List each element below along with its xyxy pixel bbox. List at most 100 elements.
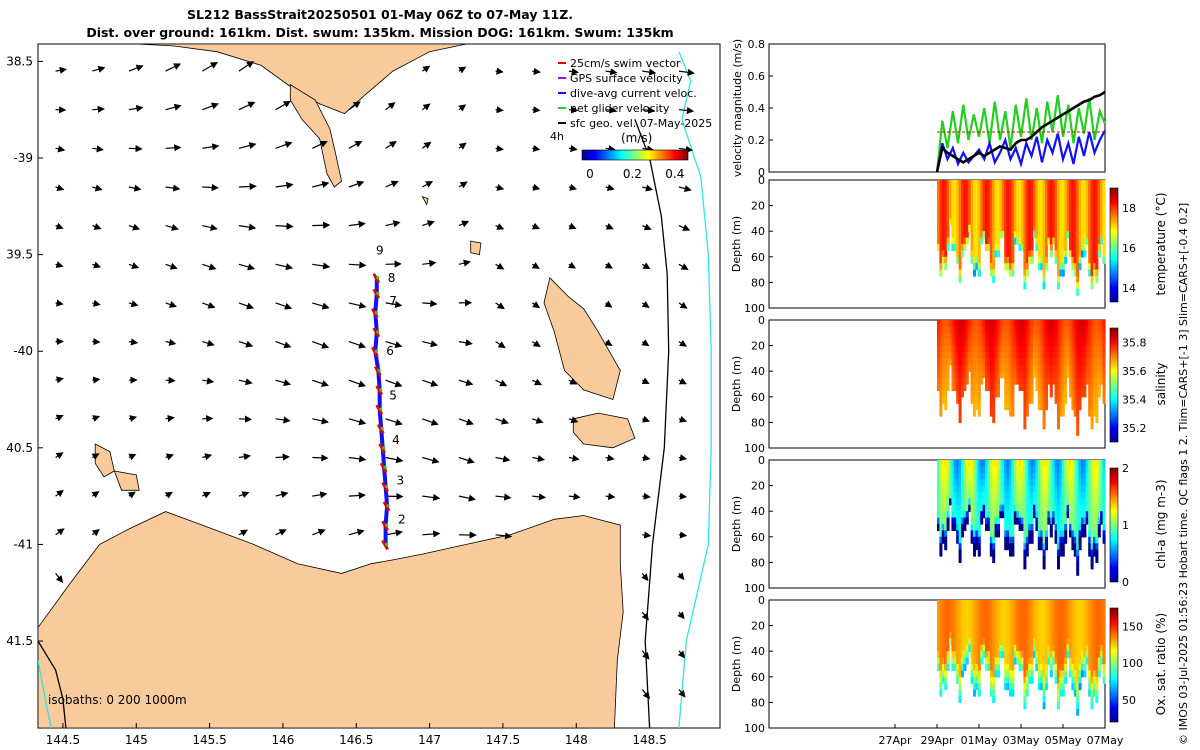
chla-section-cell xyxy=(1004,536,1008,544)
temperature-section-cell xyxy=(1047,218,1051,226)
geo-velocity-arrow xyxy=(678,68,695,76)
chla-section-cell xyxy=(1045,485,1048,493)
chla-section-cell xyxy=(977,485,981,493)
salinity-section-cell xyxy=(1069,384,1072,391)
salinity-section-cell xyxy=(1071,371,1075,379)
temperature-section-cell xyxy=(1011,231,1015,239)
salinity-section-cell xyxy=(1059,358,1063,366)
salinity-section-cell xyxy=(1085,358,1089,366)
salinity-section-cell xyxy=(1001,320,1005,327)
chla-section-cell xyxy=(1078,479,1082,487)
oxygen-section-cell xyxy=(1035,644,1039,652)
temperature-section-cell xyxy=(1083,250,1087,258)
salinity-section-cell xyxy=(956,352,960,359)
temperature-section-cell xyxy=(1097,218,1101,226)
chla-section-cell xyxy=(944,492,948,499)
salinity-section-cell xyxy=(997,377,1000,385)
oxygen-section-cell xyxy=(1040,600,1044,607)
temperature-section-cell xyxy=(953,237,957,245)
oxygen-section-cell xyxy=(1004,625,1008,633)
chla-section-cell xyxy=(1018,492,1022,499)
temperature-section-cell xyxy=(982,231,986,239)
salinity-section-cell xyxy=(992,396,996,404)
oxygen-section-cell xyxy=(944,638,948,646)
chla-section-cell xyxy=(1071,524,1075,531)
temperature-section-cell xyxy=(941,250,945,258)
temperature-section-cell xyxy=(1009,218,1012,226)
salinity-section-cell xyxy=(1001,352,1005,359)
oxygen-section-cell xyxy=(1009,689,1012,697)
chla-section-cell xyxy=(1023,498,1027,506)
oxygen-section-cell xyxy=(1095,670,1099,678)
temperature-section-cell xyxy=(1035,212,1039,219)
salinity-section-cell xyxy=(1004,339,1008,347)
oxygen-section-cell xyxy=(1023,638,1027,646)
temperature-section-cell xyxy=(961,186,964,194)
chla-section-cell xyxy=(1021,466,1024,474)
oxygen-section-cell xyxy=(1009,612,1012,620)
chla-section-cell xyxy=(1028,536,1032,544)
temperature-section-cell xyxy=(1042,212,1046,219)
temperature-section-cell xyxy=(1045,250,1048,258)
temperature-section-cell xyxy=(1088,199,1092,207)
oxygen-section-cell xyxy=(965,632,969,639)
oxygen-section-cell xyxy=(1037,600,1041,607)
temperature-section-cell xyxy=(1061,269,1065,277)
temperature-section-cell xyxy=(992,269,996,277)
chla-section-cell xyxy=(961,479,964,487)
temperature-section-cell xyxy=(1054,237,1058,245)
geo-velocity-arrow xyxy=(128,145,143,153)
chla-section-cell xyxy=(1071,485,1075,493)
temperature-section-cell xyxy=(992,205,996,213)
salinity-section-cell xyxy=(1100,358,1104,366)
chla-section-cell xyxy=(1033,511,1036,519)
chla-section-cell xyxy=(1093,492,1096,499)
chla-section-cell xyxy=(968,485,972,493)
temperature-section-cell xyxy=(1102,212,1106,219)
oxygen-section-cell xyxy=(975,638,979,646)
chla-section-cell xyxy=(941,472,945,480)
temperature-section-cell xyxy=(1004,218,1008,226)
chla-section-cell xyxy=(965,498,969,506)
oxygen-section-cell xyxy=(973,683,976,691)
salinity-section-cell xyxy=(1095,364,1099,372)
salinity-section-cell xyxy=(1016,326,1020,334)
chla-section-cell xyxy=(1042,504,1046,512)
chla-section-cell xyxy=(1090,543,1094,551)
temperature-section-cell xyxy=(1061,205,1065,213)
salinity-section-cell xyxy=(992,377,996,385)
salinity-section-cell xyxy=(975,396,979,404)
salinity-section-cell xyxy=(941,390,945,398)
oxygen-section-cell xyxy=(958,651,962,659)
chla-section-cell xyxy=(1064,466,1068,474)
salinity-section-cell xyxy=(1033,326,1036,334)
chla-section-cell xyxy=(1061,466,1065,474)
temperature-section-cell xyxy=(958,237,962,245)
oxygen-section-cell xyxy=(1073,625,1077,633)
temperature-section-cell xyxy=(1011,237,1015,245)
temperature-section-cell xyxy=(1018,180,1022,187)
temperature-section-cell xyxy=(1083,231,1087,239)
salinity-section-cell xyxy=(994,320,998,327)
oxygen-section-cell xyxy=(1083,638,1087,646)
salinity-section-cell xyxy=(1095,390,1099,398)
oxygen-section-cell xyxy=(1006,657,1010,665)
oxygen-section-cell xyxy=(1071,670,1075,678)
temperature-section-cell xyxy=(997,224,1000,232)
salinity-section-cell xyxy=(1006,320,1010,327)
oxygen-section-cell xyxy=(961,664,964,671)
temperature-section-cell xyxy=(1006,250,1010,258)
temperature-section-ytick-label: 80 xyxy=(751,276,765,289)
oxygen-section-cell xyxy=(1102,600,1106,607)
oxygen-section-cell xyxy=(973,644,976,652)
chla-section-cell xyxy=(1018,511,1022,519)
oxygen-section-cell xyxy=(1093,638,1096,646)
temperature-section-cell xyxy=(946,212,950,219)
salinity-section-cell xyxy=(992,403,996,411)
chla-section-cell xyxy=(944,536,948,544)
chla-section-cell xyxy=(949,466,952,474)
oxygen-section-cell xyxy=(1011,657,1015,665)
salinity-section-cell xyxy=(980,377,984,385)
salinity-section-cell xyxy=(1061,326,1065,334)
salinity-section-cell xyxy=(1013,371,1017,379)
